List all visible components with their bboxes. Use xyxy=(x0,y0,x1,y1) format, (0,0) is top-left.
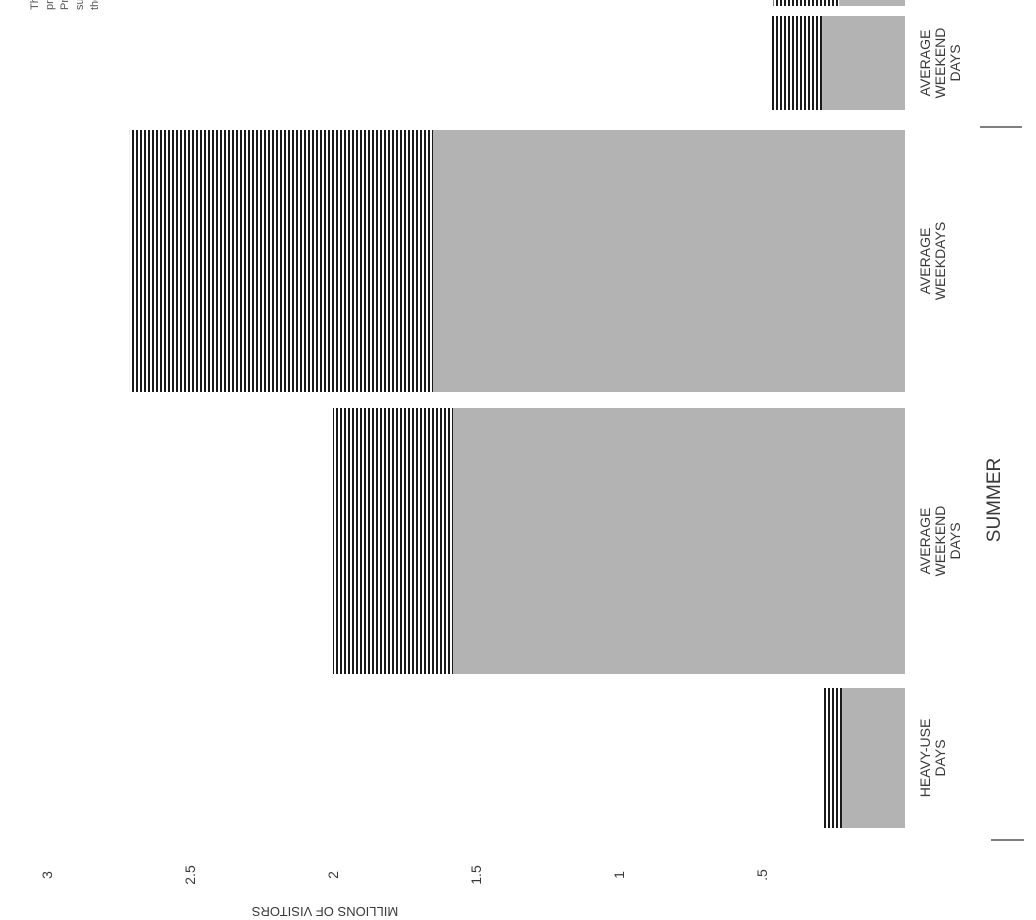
category-label-0: HEAVY-USEDAYS xyxy=(917,719,948,798)
category-label-2: AVERAGEWEEKDAYS xyxy=(917,222,948,300)
tick-label-3: 2 xyxy=(325,871,341,879)
bar-hatched-4 xyxy=(773,0,840,6)
tick-label-4: 2.5 xyxy=(182,865,198,885)
bar-hatched-2 xyxy=(129,130,434,392)
group-label-0: SUMMER xyxy=(984,458,1005,542)
y-axis-label: MILLIONS OF VISITORS xyxy=(251,904,398,919)
tick-label-1: 1 xyxy=(611,871,627,879)
bar-solid-1 xyxy=(453,408,905,674)
category-label-3: AVERAGEWEEKENDDAYS xyxy=(917,28,963,99)
category-label-1: AVERAGEWEEKENDDAYS xyxy=(917,506,963,577)
tick-label-0: .5 xyxy=(754,869,770,881)
bar-solid-4 xyxy=(839,0,905,6)
plot-area: .5 1 1.5 2 2.5 3 MILLIONS OF VISITORS HEAVY-USE… xyxy=(29,0,1024,919)
bar-solid-0 xyxy=(842,688,906,828)
tick-label-2: 1.5 xyxy=(468,865,484,885)
chart-caption: The bar graphs show the large increases … xyxy=(29,0,101,10)
bar-hatched-3 xyxy=(770,16,823,110)
bar-hatched-0 xyxy=(822,688,843,828)
bar-solid-3 xyxy=(822,16,905,110)
bar-solid-2 xyxy=(433,130,905,392)
bar-hatched-1 xyxy=(333,408,454,674)
tick-label-5: 3 xyxy=(39,871,55,879)
